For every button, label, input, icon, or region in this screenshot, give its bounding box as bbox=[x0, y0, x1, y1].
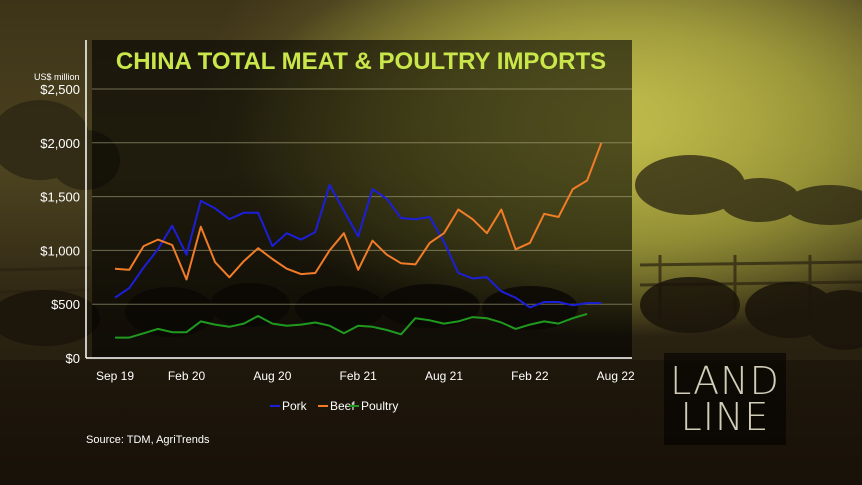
y-tick-label: $2,500 bbox=[40, 82, 80, 97]
x-tick-label: Aug 21 bbox=[425, 369, 463, 383]
y-tick-label: $2,000 bbox=[40, 136, 80, 151]
y-tick-label: $1,000 bbox=[40, 243, 80, 258]
series-line-pork bbox=[114, 183, 602, 309]
x-tick-label: Sep 19 bbox=[96, 369, 134, 383]
x-tick-label: Feb 21 bbox=[340, 369, 378, 383]
unit-label: US$ million bbox=[34, 72, 80, 82]
y-tick-label: $0 bbox=[66, 351, 80, 366]
logo-text-land: LAND bbox=[670, 359, 780, 403]
legend-label-beef: Beef bbox=[330, 399, 355, 413]
y-tick-label: $1,500 bbox=[40, 190, 80, 205]
x-tick-label: Aug 22 bbox=[597, 369, 635, 383]
legend-label-poultry: Poultry bbox=[361, 399, 398, 413]
series-line-beef bbox=[114, 142, 603, 281]
x-tick-label: Aug 20 bbox=[253, 369, 291, 383]
legend-label-pork: Pork bbox=[282, 399, 308, 413]
series-line-poultry bbox=[115, 312, 588, 339]
x-tick-label: Feb 20 bbox=[168, 369, 206, 383]
chart-title: CHINA TOTAL MEAT & POULTRY IMPORTS bbox=[116, 48, 606, 75]
chart-panel bbox=[92, 40, 632, 358]
x-tick-label: Feb 22 bbox=[511, 369, 549, 383]
source-note: Source: TDM, AgriTrends bbox=[86, 434, 210, 446]
landline-logo: LAND LINE bbox=[664, 353, 786, 445]
logo-text-line: LINE bbox=[680, 395, 770, 439]
y-tick-label: $500 bbox=[51, 297, 80, 312]
